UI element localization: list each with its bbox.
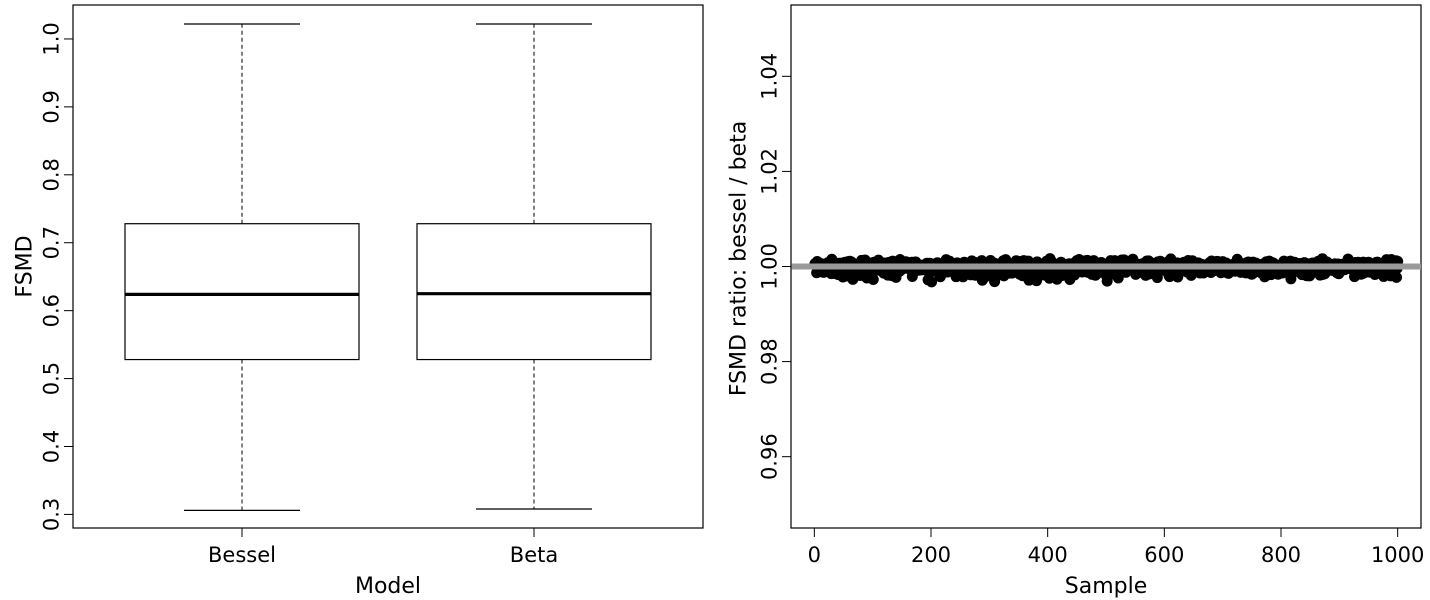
y-tick-label: 0.7 [39,226,63,259]
points-layer [809,253,1404,288]
x-tick-label: 400 [1028,543,1068,567]
boxplot-panel: 0.3 0.4 0.5 0.6 0.7 0.8 0.9 1.0 Bessel Beta Mode… [13,4,704,599]
y-tick-label: 0.96 [757,433,781,480]
y-tick-label: 0.6 [39,294,63,327]
y-tick-label: 1.02 [757,148,781,195]
y-axis-title: FSMD ratio: bessel / beta [727,121,752,396]
data-point [926,276,938,288]
y-tick-label: 1.04 [757,53,781,100]
x-tick-label: 600 [1144,543,1184,567]
y-tick-label: 0.5 [39,362,63,395]
x-tick-label: 1000 [1371,543,1424,567]
y-tick-label: 1.0 [39,22,63,55]
x-axis-title: Model [355,574,421,599]
y-tick-label: 0.9 [39,90,63,123]
y-tick-label: 0.98 [757,338,781,385]
y-axis-title: FSMD [13,235,38,297]
data-point [1391,271,1402,283]
y-axis: 0.3 0.4 0.5 0.6 0.7 0.8 0.9 1.0 [39,22,74,531]
y-tick-label: 0.3 [39,498,63,531]
y-tick-label: 0.8 [39,158,63,191]
x-tick-label: 800 [1261,543,1301,567]
iqr-box [416,223,652,361]
iqr-box [124,223,360,361]
data-point [867,274,879,286]
data-point [1151,272,1163,284]
x-tick-label: 200 [911,543,951,567]
x-tick-label: Beta [510,543,558,567]
x-axis-title: Sample [1065,574,1148,599]
scatter-panel: 0.96 0.98 1.00 1.02 1.04 0 200 400 600 800 1000 S… [727,4,1424,599]
box-beta [416,23,652,510]
box-bessel [124,23,360,511]
x-axis: 0 200 400 600 800 1000 [808,527,1424,567]
y-tick-label: 1.00 [757,243,781,290]
y-tick-label: 0.4 [39,430,63,463]
x-tick-label: 0 [808,543,821,567]
x-axis: Bessel Beta [208,527,558,567]
y-axis: 0.96 0.98 1.00 1.02 1.04 [757,53,792,480]
boxes-layer [124,23,652,511]
x-tick-label: Bessel [208,543,276,567]
